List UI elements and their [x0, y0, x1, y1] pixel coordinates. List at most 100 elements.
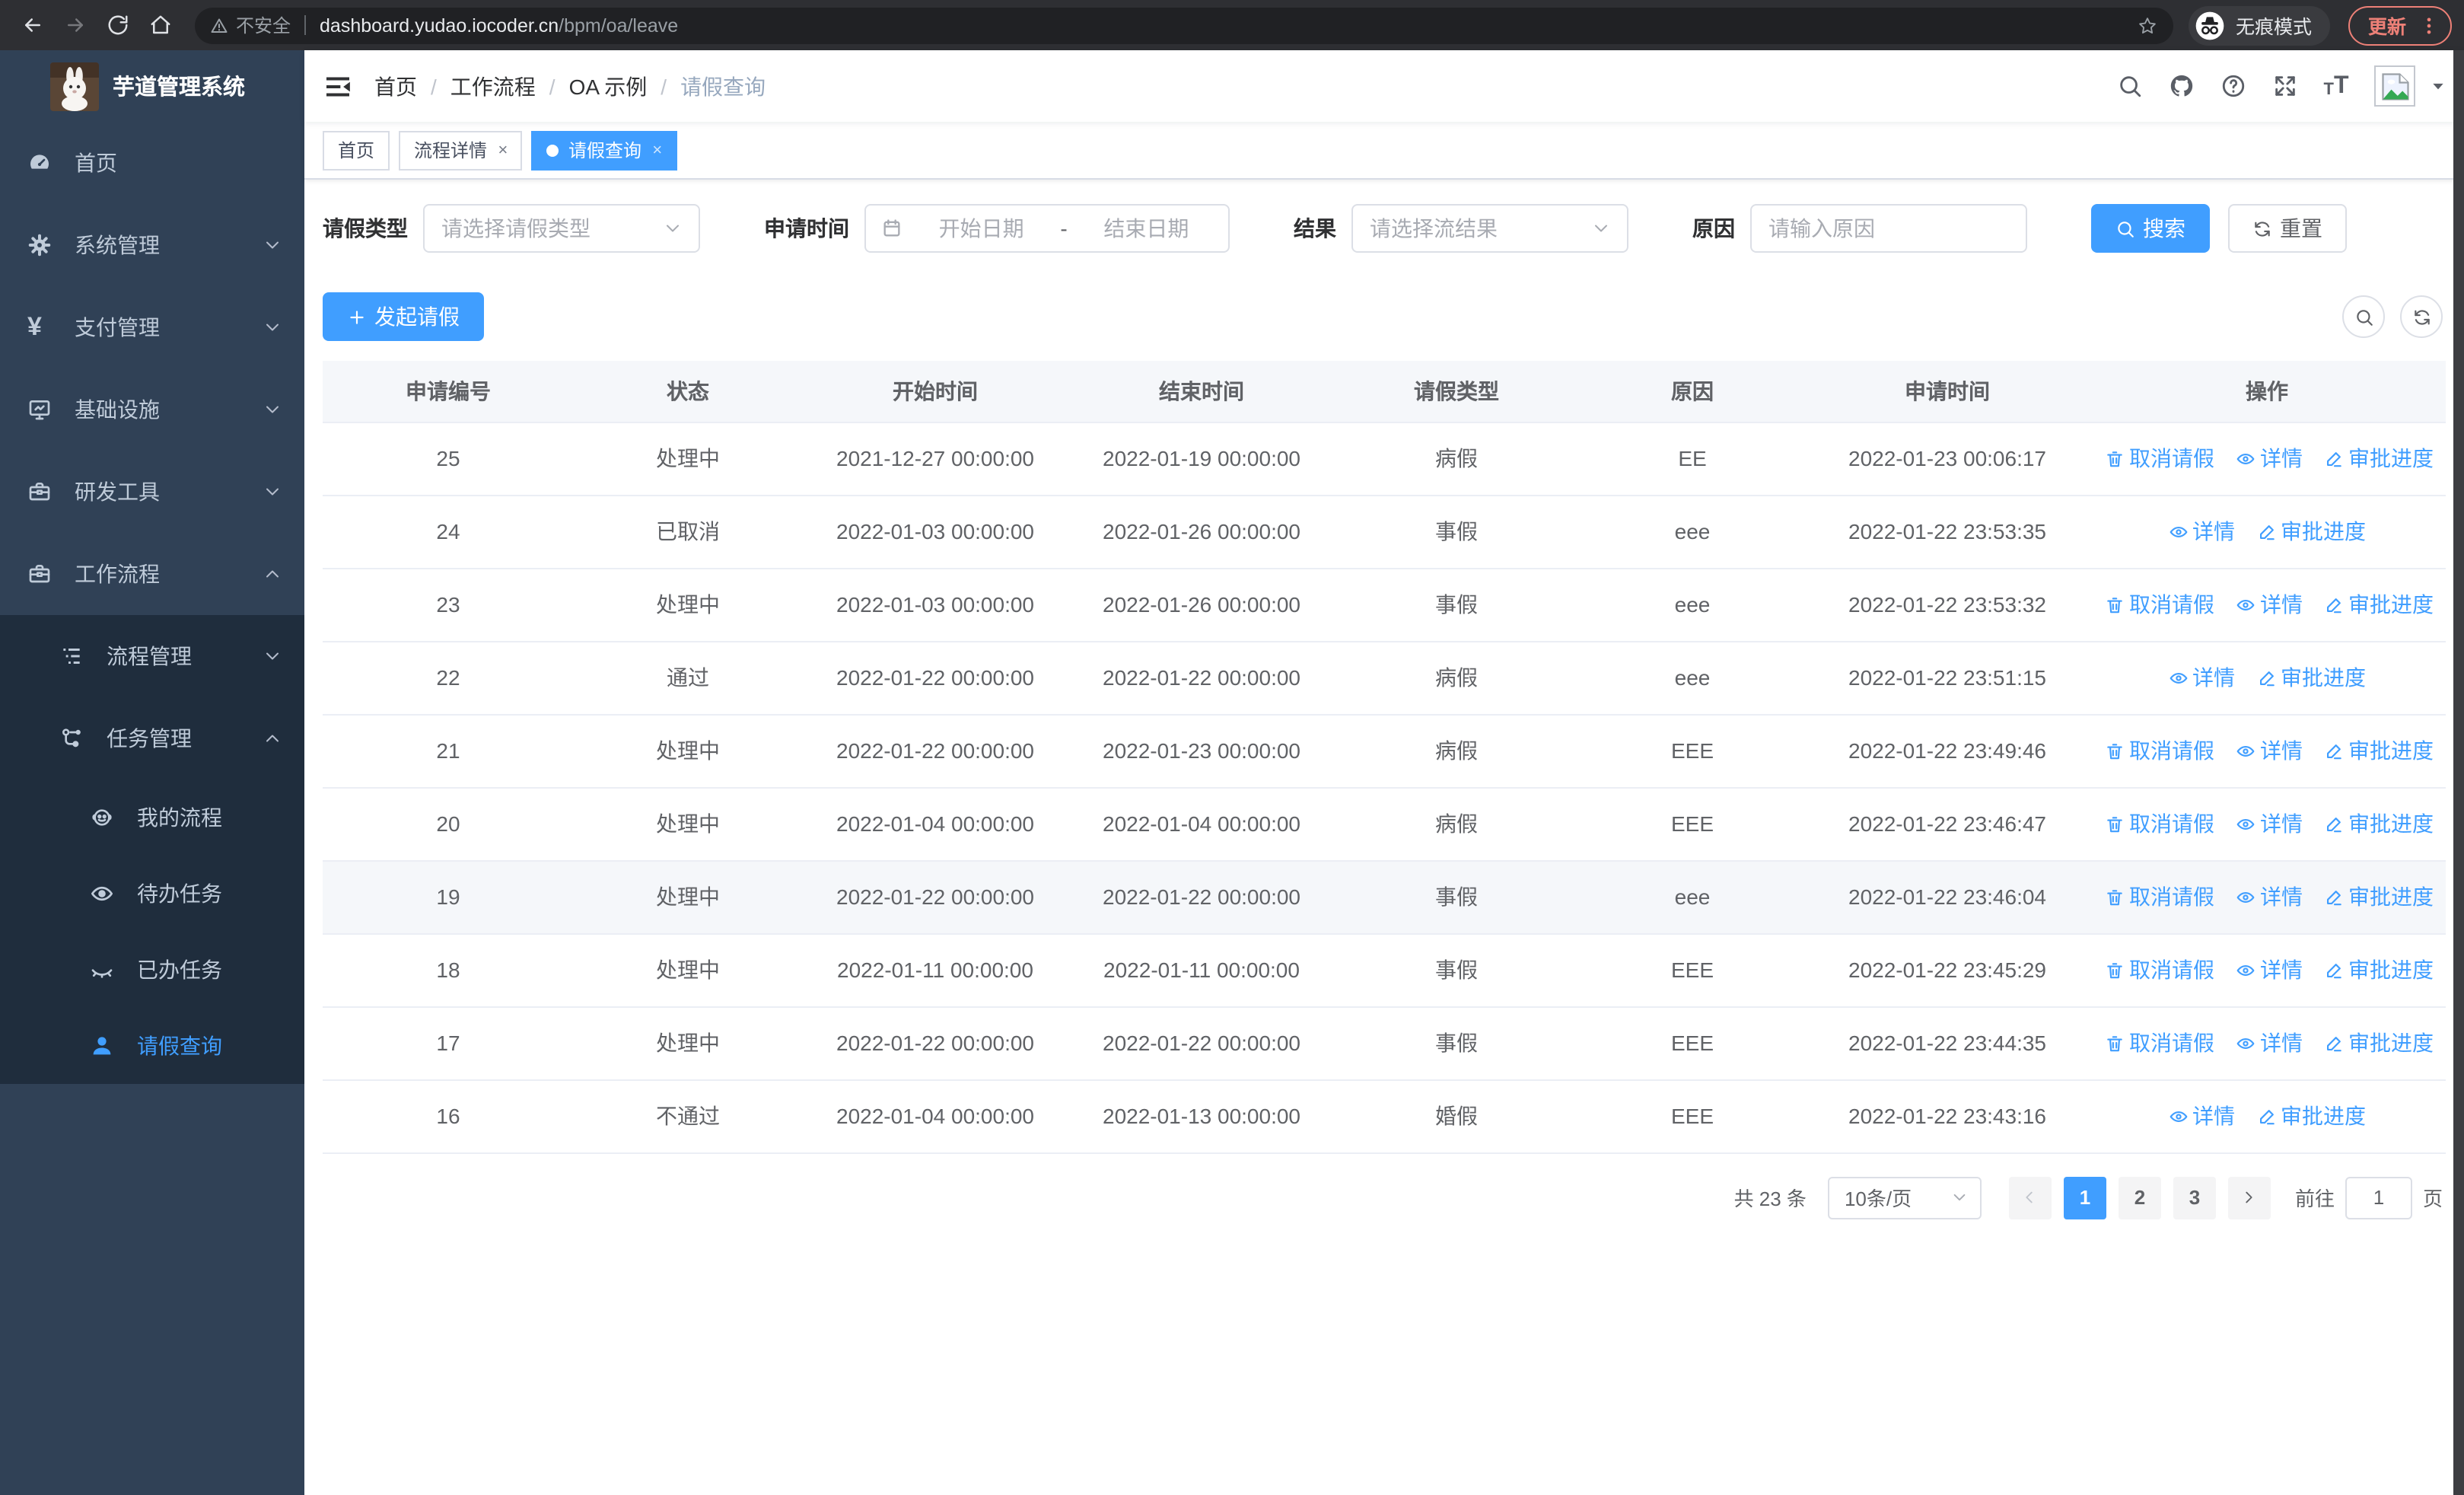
cell-actions: 取消请假 详情 审批进度 [2088, 787, 2446, 861]
sidebar-item-system[interactable]: 系统管理 [0, 204, 304, 286]
action-detail-link[interactable]: 详情 [2168, 516, 2235, 547]
action-cancel-link[interactable]: 取消请假 [2105, 589, 2214, 620]
cell-end: 2022-01-23 00:00:00 [1068, 714, 1335, 788]
end-date-input[interactable]: 结束日期 [1103, 216, 1189, 241]
action-progress-link[interactable]: 审批进度 [2324, 881, 2434, 912]
page-button-3[interactable]: 3 [2173, 1176, 2216, 1219]
search-icon[interactable] [2115, 72, 2143, 100]
tab-请假查询[interactable]: 请假查询 × [531, 130, 677, 170]
next-page-button[interactable] [2227, 1176, 2271, 1219]
sidebar-item-home[interactable]: 首页 [0, 122, 304, 204]
action-progress-link[interactable]: 审批进度 [2324, 1028, 2434, 1058]
chevron-down-icon [263, 318, 282, 336]
action-cancel-link[interactable]: 取消请假 [2105, 443, 2214, 473]
breadcrumb-item[interactable]: 工作流程 [450, 74, 536, 98]
action-progress-link[interactable]: 审批进度 [2324, 808, 2434, 839]
action-cancel-link[interactable]: 取消请假 [2105, 881, 2214, 912]
action-detail-link[interactable]: 详情 [2236, 1028, 2303, 1058]
refresh-icon [2252, 218, 2272, 238]
prev-page-button[interactable] [2008, 1176, 2052, 1219]
question-icon[interactable] [2219, 72, 2246, 100]
action-detail-link[interactable]: 详情 [2236, 589, 2303, 620]
action-detail-link[interactable]: 详情 [2236, 735, 2303, 766]
cell-reason: EEE [1578, 1006, 1807, 1080]
sidebar-item-leave-query[interactable]: 请假查询 [0, 1008, 304, 1084]
table-row: 19 处理中 2022-01-22 00:00:00 2022-01-22 00:00… [323, 860, 2446, 934]
sidebar-item-task-mgmt[interactable]: 任务管理 [0, 697, 304, 779]
sidebar-item-process-mgmt[interactable]: 流程管理 [0, 615, 304, 697]
action-progress-link[interactable]: 审批进度 [2256, 1101, 2366, 1131]
action-progress-link[interactable]: 审批进度 [2324, 735, 2434, 766]
breadcrumb-item[interactable]: 首页 [374, 74, 417, 98]
action-detail-link[interactable]: 详情 [2168, 662, 2235, 693]
action-detail-link[interactable]: 详情 [2236, 881, 2303, 912]
github-icon[interactable] [2167, 72, 2195, 100]
action-progress-link[interactable]: 审批进度 [2324, 955, 2434, 985]
action-detail-link[interactable]: 详情 [2168, 1101, 2235, 1131]
action-detail-link[interactable]: 详情 [2236, 955, 2303, 985]
action-progress-link[interactable]: 审批进度 [2324, 443, 2434, 473]
cell-id: 24 [323, 495, 574, 569]
goto-page-input[interactable]: 1 [2345, 1176, 2412, 1219]
sidebar-logo[interactable]: 芋道管理系统 [0, 50, 304, 122]
action-cancel-link[interactable]: 取消请假 [2105, 955, 2214, 985]
result-select[interactable]: 请选择流结果 [1351, 204, 1628, 253]
refresh-table-button[interactable] [2400, 295, 2443, 338]
reset-button[interactable]: 重置 [2228, 204, 2347, 253]
apply-time-range-input[interactable]: 开始日期 - 结束日期 [864, 204, 1230, 253]
close-icon[interactable]: × [498, 141, 508, 159]
search-button[interactable]: 搜索 [2091, 204, 2210, 253]
bookmark-star-icon[interactable] [2137, 14, 2158, 36]
security-warning[interactable]: 不安全 [210, 12, 291, 38]
browser-scrollbar[interactable] [2453, 50, 2464, 1495]
action-progress-link[interactable]: 审批进度 [2256, 662, 2366, 693]
cell-type: 事假 [1335, 495, 1578, 569]
avatar[interactable] [2374, 65, 2415, 107]
action-detail-link[interactable]: 详情 [2236, 443, 2303, 473]
cell-actions: 取消请假 详情 审批进度 [2088, 1006, 2446, 1080]
sidebar-item-label: 系统管理 [75, 233, 160, 257]
action-progress-link[interactable]: 审批进度 [2324, 589, 2434, 620]
table-toolbar: 发起请假 [323, 292, 2446, 341]
action-cancel-link[interactable]: 取消请假 [2105, 1028, 2214, 1058]
sidebar-fold-icon[interactable] [323, 71, 353, 101]
browser-update-menu[interactable]: 更新 [2348, 5, 2452, 45]
close-icon[interactable]: × [651, 141, 662, 159]
browser-reload-icon[interactable] [97, 5, 137, 45]
action-cancel-link[interactable]: 取消请假 [2105, 808, 2214, 839]
sidebar-item-workflow[interactable]: 工作流程 [0, 533, 304, 615]
action-progress-link[interactable]: 审批进度 [2256, 516, 2366, 547]
caret-down-icon[interactable] [2431, 78, 2446, 94]
sidebar-item-todo-tasks[interactable]: 待办任务 [0, 856, 304, 932]
breadcrumb-item[interactable]: OA 示例 [568, 74, 648, 98]
browser-forward-icon[interactable] [55, 5, 94, 45]
browser-back-icon[interactable] [12, 5, 52, 45]
page-button-1[interactable]: 1 [2063, 1176, 2106, 1219]
cell-start: 2022-01-22 00:00:00 [802, 714, 1068, 788]
sidebar-item-done-tasks[interactable]: 已办任务 [0, 932, 304, 1008]
address-bar[interactable]: 不安全 dashboard.yudao.iocoder.cn/bpm/oa/le… [195, 7, 2173, 43]
more-vert-icon[interactable] [2418, 14, 2440, 36]
leave-type-select[interactable]: 请选择请假类型 [423, 204, 700, 253]
leave-type-label: 请假类型 [323, 216, 408, 241]
sidebar-item-my-process[interactable]: 我的流程 [0, 779, 304, 856]
action-cancel-link[interactable]: 取消请假 [2105, 735, 2214, 766]
breadcrumb: 首页 / 工作流程 / OA 示例 / 请假查询 [374, 71, 766, 101]
fullscreen-icon[interactable] [2271, 72, 2298, 100]
start-date-input[interactable]: 开始日期 [938, 216, 1024, 241]
tab-流程详情[interactable]: 流程详情 × [399, 130, 523, 170]
tab-首页[interactable]: 首页 [323, 130, 390, 170]
sidebar-item-devtools[interactable]: 研发工具 [0, 451, 304, 533]
sidebar-item-infra[interactable]: 基础设施 [0, 368, 304, 451]
trash-icon [2105, 448, 2125, 468]
action-detail-link[interactable]: 详情 [2236, 808, 2303, 839]
sidebar-item-payment[interactable]: ¥ 支付管理 [0, 286, 304, 368]
cell-id: 17 [323, 1006, 574, 1080]
toggle-search-button[interactable] [2342, 295, 2385, 338]
reason-input[interactable]: 请输入原因 [1750, 204, 2027, 253]
create-leave-button[interactable]: 发起请假 [323, 292, 484, 341]
page-size-select[interactable]: 10条/页 [1827, 1176, 1982, 1219]
browser-home-icon[interactable] [140, 5, 180, 45]
page-button-2[interactable]: 2 [2118, 1176, 2161, 1219]
